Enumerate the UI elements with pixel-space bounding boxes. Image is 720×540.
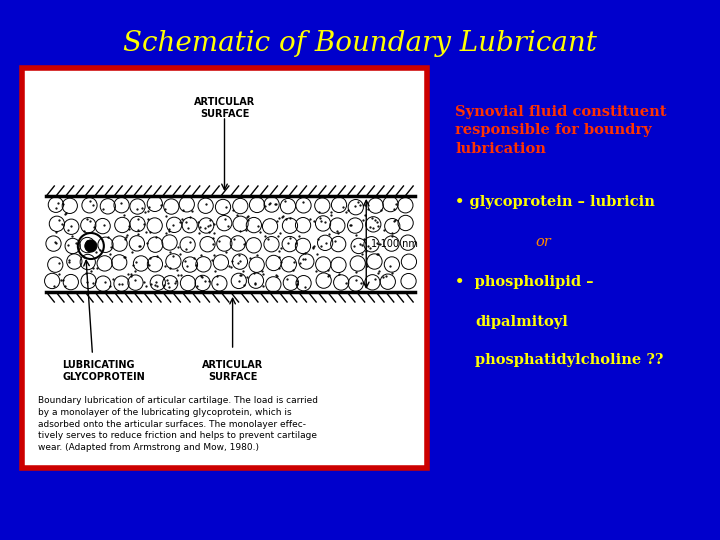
- Text: • glycoprotein – lubricin: • glycoprotein – lubricin: [455, 195, 655, 209]
- Text: phosphatidylcholine ??: phosphatidylcholine ??: [475, 353, 663, 367]
- Text: Schematic of Boundary Lubricant: Schematic of Boundary Lubricant: [123, 30, 597, 57]
- Text: 1-100 nm: 1-100 nm: [372, 239, 418, 249]
- Text: Boundary lubrication of articular cartilage. The load is carried
by a monolayer : Boundary lubrication of articular cartil…: [38, 396, 318, 452]
- Text: Synovial fluid constituent
responsible for boundry
lubrication: Synovial fluid constituent responsible f…: [455, 105, 667, 156]
- Text: or: or: [535, 235, 551, 249]
- Text: ARTICULAR
SURFACE: ARTICULAR SURFACE: [202, 360, 264, 382]
- Circle shape: [85, 240, 97, 252]
- Text: LUBRICATING
GLYCOPROTEIN: LUBRICATING GLYCOPROTEIN: [63, 360, 145, 382]
- Text: dipalmitoyl: dipalmitoyl: [475, 315, 568, 329]
- Text: •  phospholipid –: • phospholipid –: [455, 275, 593, 289]
- Bar: [22, 68, 427, 468]
- Text: ARTICULAR
SURFACE: ARTICULAR SURFACE: [194, 97, 255, 119]
